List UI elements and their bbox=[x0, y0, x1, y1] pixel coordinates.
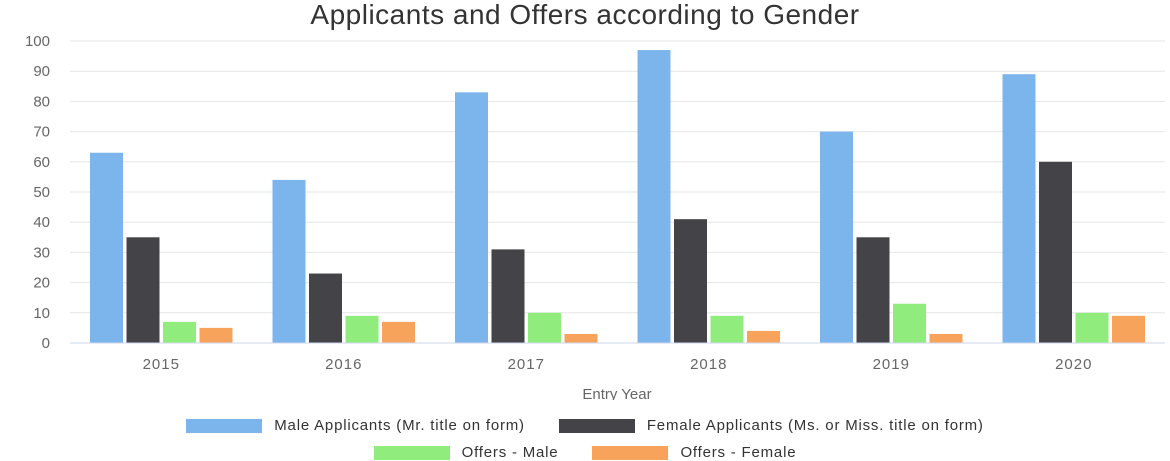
y-axis-ticks: 0 10 20 30 40 50 60 70 80 90 100 bbox=[25, 33, 50, 352]
bar-2018-series-3[interactable] bbox=[747, 330, 780, 343]
y-tick-label: 0 bbox=[42, 335, 50, 352]
bar-2016-series-2[interactable] bbox=[345, 315, 379, 343]
y-tick-label: 70 bbox=[33, 124, 50, 141]
x-tick-label: 2020 bbox=[1055, 356, 1092, 373]
y-tick-label: 40 bbox=[33, 214, 50, 231]
x-tick-label: 2019 bbox=[873, 356, 910, 373]
bars bbox=[90, 50, 1145, 344]
y-tick-label: 50 bbox=[33, 184, 50, 201]
bar-2017-series-0[interactable] bbox=[455, 92, 488, 343]
legend-item-offers-female[interactable]: Offers - Female bbox=[592, 444, 796, 461]
bar-2020-series-2[interactable] bbox=[1075, 312, 1109, 343]
bar-2019-series-0[interactable] bbox=[820, 131, 853, 343]
legend-swatch bbox=[373, 445, 450, 460]
bar-2015-series-3[interactable] bbox=[199, 327, 233, 343]
bar-2016-series-1[interactable] bbox=[309, 273, 342, 343]
y-tick-label: 10 bbox=[33, 305, 50, 322]
bar-chart: Applicants and Offers according to Gende… bbox=[25, 0, 1165, 400]
legend-item-female-applicants[interactable]: Female Applicants (Ms. or Miss. title on… bbox=[558, 417, 984, 434]
legend-item-male-applicants[interactable]: Male Applicants (Mr. title on form) bbox=[186, 417, 525, 434]
bar-2015-series-0[interactable] bbox=[90, 152, 123, 343]
bar-2020-series-3[interactable] bbox=[1112, 315, 1145, 343]
bar-2017-series-3[interactable] bbox=[564, 333, 598, 343]
x-tick-label: 2015 bbox=[143, 356, 180, 373]
legend-label: Female Applicants (Ms. or Miss. title on… bbox=[646, 417, 984, 434]
bar-2019-series-3[interactable] bbox=[929, 333, 963, 343]
legend-item-offers-male[interactable]: Offers - Male bbox=[373, 444, 559, 461]
x-tick-label: 2018 bbox=[690, 356, 727, 373]
legend-label: Offers - Female bbox=[680, 444, 797, 461]
bar-2020-series-1[interactable] bbox=[1039, 161, 1072, 343]
bar-2016-series-3[interactable] bbox=[382, 321, 415, 343]
y-tick-label: 60 bbox=[33, 154, 50, 171]
bar-2018-series-2[interactable] bbox=[710, 315, 744, 343]
bar-2015-series-2[interactable] bbox=[163, 321, 196, 343]
legend-swatch bbox=[186, 418, 263, 433]
y-tick-label: 20 bbox=[33, 275, 50, 292]
bar-2018-series-0[interactable] bbox=[637, 50, 671, 344]
bar-2017-series-1[interactable] bbox=[491, 249, 525, 343]
legend-label: Offers - Male bbox=[461, 444, 559, 461]
bar-2017-series-2[interactable] bbox=[528, 312, 561, 343]
y-tick-label: 80 bbox=[33, 93, 50, 110]
x-tick-label: 2017 bbox=[508, 356, 545, 373]
legend-row-2: Offers - Male Offers - Female bbox=[0, 444, 1170, 461]
legend-label: Male Applicants (Mr. title on form) bbox=[274, 417, 525, 434]
legend-swatch bbox=[592, 445, 669, 460]
legend-row-1: Male Applicants (Mr. title on form) Fema… bbox=[0, 417, 1170, 434]
bar-2016-series-0[interactable] bbox=[272, 179, 306, 343]
grid-lines bbox=[70, 40, 1165, 314]
bar-2019-series-1[interactable] bbox=[856, 237, 890, 343]
bar-2020-series-0[interactable] bbox=[1002, 74, 1036, 343]
x-axis-title: Entry Year bbox=[582, 386, 651, 400]
chart-title: Applicants and Offers according to Gende… bbox=[310, 0, 859, 30]
y-tick-label: 30 bbox=[33, 244, 50, 261]
bar-2018-series-1[interactable] bbox=[674, 219, 707, 343]
x-axis-ticks: 2015 2016 2017 2018 2019 2020 bbox=[143, 356, 1092, 373]
bar-2015-series-1[interactable] bbox=[126, 237, 160, 343]
y-tick-label: 100 bbox=[25, 33, 50, 50]
bar-2019-series-2[interactable] bbox=[893, 303, 926, 343]
x-tick-label: 2016 bbox=[325, 356, 362, 373]
y-tick-label: 90 bbox=[33, 63, 50, 80]
legend-swatch bbox=[558, 418, 635, 433]
